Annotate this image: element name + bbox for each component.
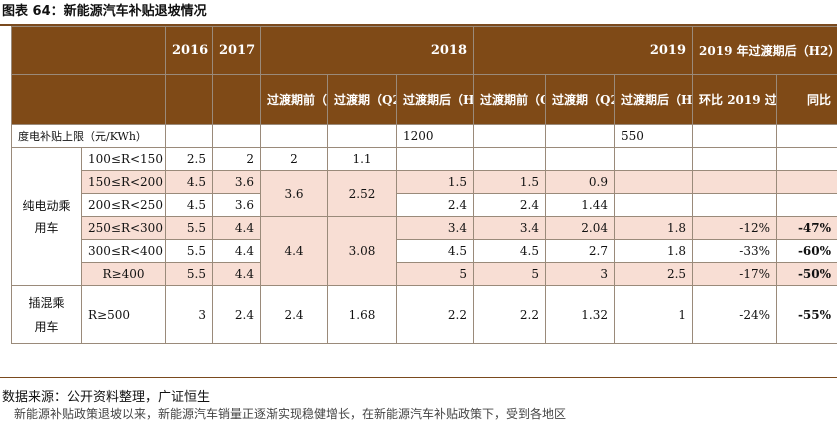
value-cell: 5 <box>397 263 474 286</box>
header-2019-q2: 过渡期（Q2） <box>546 75 615 125</box>
value-cell: 2.5 <box>166 148 213 171</box>
value-cell: 1.5 <box>397 171 474 194</box>
value-cell: 1.8 <box>615 217 693 240</box>
group-bev: 纯电动乘用车 <box>12 148 82 286</box>
merged-cell: 3.08 <box>328 217 397 286</box>
value-cell: 4.4 <box>213 240 261 263</box>
value-cell: 2.4 <box>397 194 474 217</box>
group-phev-label: 插混乘用车 <box>27 291 67 339</box>
value-cell: 1.32 <box>546 286 615 344</box>
value-cell: 4.5 <box>474 240 546 263</box>
table-row-phev: 插混乘用车 R≥500 3 2.4 2.4 1.68 2.2 2.2 1.32 … <box>12 286 837 344</box>
header-2019-h2-subsidy: 2019 年过渡期后（H2）补贴 <box>693 27 837 75</box>
table-row: 300≤R<400 5.5 4.4 4.5 4.5 2.7 1.8 -33% -… <box>12 240 837 263</box>
value-cell: 2.2 <box>474 286 546 344</box>
value-cell: 2 <box>261 148 328 171</box>
value-cell: 3 <box>166 286 213 344</box>
value-cell: -17% <box>693 263 777 286</box>
header-yoy: 同比 <box>777 75 837 125</box>
yoy-cell: -50% <box>777 263 837 286</box>
value-cell: 2.4 <box>213 286 261 344</box>
value-cell: 2.2 <box>397 286 474 344</box>
subsidy-table: 2016 2017 2018 2019 2019 年过渡期后（H2）补贴 过渡期… <box>11 26 837 344</box>
table-row: R≥400 5.5 4.4 5 5 3 2.5 -17% -50% <box>12 263 837 286</box>
bottom-rule <box>0 377 837 378</box>
group-bev-label: 纯电动乘用车 <box>21 195 73 239</box>
header-2019-q1: 过渡期前（Q1） <box>474 75 546 125</box>
header-blank-2016 <box>166 75 213 125</box>
value-cell: 5.5 <box>166 263 213 286</box>
value-cell: 1.68 <box>328 286 397 344</box>
range-cell: 200≤R<250 <box>82 194 166 217</box>
value-cell: 5.5 <box>166 217 213 240</box>
value-cell: 4.5 <box>166 171 213 194</box>
yoy-cell: -47% <box>777 217 837 240</box>
value-cell: 2.4 <box>261 286 328 344</box>
header-2019-h2: 过渡期后（H2） <box>615 75 693 125</box>
value-cell: 2.4 <box>474 194 546 217</box>
header-2018: 2018 <box>261 27 474 75</box>
value-cell: 5.5 <box>166 240 213 263</box>
value-cell: 4.4 <box>213 263 261 286</box>
yoy-cell: -60% <box>777 240 837 263</box>
merged-cell: 3.6 <box>261 171 328 217</box>
header-2018-q1: 过渡期前（Q1） <box>261 75 328 125</box>
header-2018-q2: 过渡期（Q2） <box>328 75 397 125</box>
yoy-cell: -55% <box>777 286 837 344</box>
value-cell: 4.4 <box>213 217 261 240</box>
header-blank-2017 <box>213 75 261 125</box>
value-cell: 3.6 <box>213 171 261 194</box>
header-blank-2 <box>12 75 166 125</box>
value-cell: 1.8 <box>615 240 693 263</box>
merged-cell: 4.4 <box>261 217 328 286</box>
source-note: 数据来源：公开资料整理，广证恒生 <box>2 386 210 405</box>
range-cell: 150≤R<200 <box>82 171 166 194</box>
header-vs-2019: 环比 2019 过渡期 <box>693 75 777 125</box>
cap-row-label: 度电补贴上限（元/KWh） <box>12 125 166 148</box>
value-cell: -24% <box>693 286 777 344</box>
table-row: 150≤R<200 4.5 3.6 3.6 2.52 1.5 1.5 0.9 <box>12 171 837 194</box>
value-cell: 1.5 <box>474 171 546 194</box>
header-blank <box>12 27 166 75</box>
value-cell: 2.5 <box>615 263 693 286</box>
cap-row: 度电补贴上限（元/KWh） 1200 550 <box>12 125 837 148</box>
cap-2018-h2: 1200 <box>397 125 474 148</box>
range-cell: 100≤R<150 <box>82 148 166 171</box>
cap-2019-h2: 550 <box>615 125 693 148</box>
range-cell: R≥500 <box>82 286 166 344</box>
value-cell: -33% <box>693 240 777 263</box>
value-cell: 4.5 <box>397 240 474 263</box>
range-cell: 250≤R<300 <box>82 217 166 240</box>
value-cell: 3.4 <box>397 217 474 240</box>
header-2018-h2: 过渡期后（H2） <box>397 75 474 125</box>
merged-cell: 2.52 <box>328 171 397 217</box>
header-row-years: 2016 2017 2018 2019 2019 年过渡期后（H2）补贴 <box>12 27 837 75</box>
value-cell: 0.9 <box>546 171 615 194</box>
value-cell: 3.4 <box>474 217 546 240</box>
value-cell: 1 <box>615 286 693 344</box>
value-cell: 2 <box>213 148 261 171</box>
group-phev: 插混乘用车 <box>12 286 82 344</box>
value-cell: 2.04 <box>546 217 615 240</box>
header-row-periods: 过渡期前（Q1） 过渡期（Q2） 过渡期后（H2） 过渡期前（Q1） 过渡期（Q… <box>12 75 837 125</box>
value-cell: -12% <box>693 217 777 240</box>
table-row: 200≤R<250 4.5 3.6 2.4 2.4 1.44 <box>12 194 837 217</box>
value-cell: 1.1 <box>328 148 397 171</box>
value-cell: 4.5 <box>166 194 213 217</box>
range-cell: 300≤R<400 <box>82 240 166 263</box>
table-row: 纯电动乘用车 100≤R<150 2.5 2 2 1.1 <box>12 148 837 171</box>
value-cell: 1.44 <box>546 194 615 217</box>
value-cell: 2.7 <box>546 240 615 263</box>
value-cell: 3.6 <box>213 194 261 217</box>
header-2017: 2017 <box>213 27 261 75</box>
range-cell: R≥400 <box>82 263 166 286</box>
header-2019: 2019 <box>474 27 693 75</box>
figure-title: 图表 64：新能源汽车补贴退坡情况 <box>2 2 207 22</box>
header-2016: 2016 <box>166 27 213 75</box>
table-row: 250≤R<300 5.5 4.4 4.4 3.08 3.4 3.4 2.04 … <box>12 217 837 240</box>
value-cell: 5 <box>474 263 546 286</box>
body-text-clipped: 新能源补贴政策退坡以来，新能源汽车销量正逐渐实现稳健增长，在新能源汽车补贴政策下… <box>14 405 566 422</box>
value-cell: 3 <box>546 263 615 286</box>
